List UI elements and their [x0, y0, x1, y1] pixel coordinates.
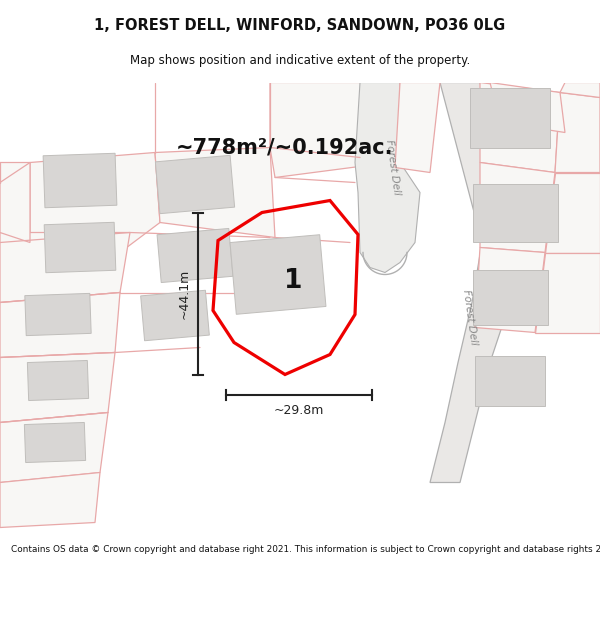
Polygon shape [25, 422, 86, 462]
Polygon shape [30, 152, 160, 252]
Polygon shape [0, 352, 115, 422]
Polygon shape [43, 153, 117, 208]
Polygon shape [230, 235, 326, 314]
Polygon shape [395, 82, 440, 172]
Polygon shape [28, 361, 89, 401]
Polygon shape [475, 356, 545, 406]
Polygon shape [0, 412, 108, 482]
Polygon shape [155, 148, 275, 238]
Polygon shape [0, 292, 120, 357]
Polygon shape [473, 270, 548, 325]
Polygon shape [355, 82, 420, 272]
Text: ~29.8m: ~29.8m [274, 404, 324, 417]
Polygon shape [480, 162, 555, 252]
Polygon shape [560, 82, 600, 98]
Polygon shape [480, 82, 560, 172]
Polygon shape [0, 162, 30, 242]
Polygon shape [555, 92, 600, 172]
Text: Forest Dell: Forest Dell [461, 289, 479, 346]
Text: Forest Dell: Forest Dell [384, 139, 402, 196]
Polygon shape [155, 156, 235, 214]
Polygon shape [25, 293, 91, 336]
Polygon shape [430, 82, 520, 482]
Text: 1, FOREST DELL, WINFORD, SANDOWN, PO36 0LG: 1, FOREST DELL, WINFORD, SANDOWN, PO36 0… [94, 18, 506, 33]
Polygon shape [270, 82, 390, 178]
Polygon shape [0, 232, 130, 302]
Polygon shape [157, 229, 233, 282]
Text: ~44.1m: ~44.1m [178, 268, 191, 319]
Text: Map shows position and indicative extent of the property.: Map shows position and indicative extent… [130, 54, 470, 67]
Polygon shape [545, 173, 600, 253]
Polygon shape [0, 472, 100, 528]
Polygon shape [44, 222, 116, 272]
Text: Contains OS data © Crown copyright and database right 2021. This information is : Contains OS data © Crown copyright and d… [11, 545, 600, 554]
Polygon shape [535, 253, 600, 332]
Text: ~778m²/~0.192ac.: ~778m²/~0.192ac. [176, 138, 394, 158]
Polygon shape [475, 248, 545, 332]
Polygon shape [140, 290, 209, 341]
Polygon shape [470, 88, 550, 148]
Text: 1: 1 [284, 268, 302, 294]
Polygon shape [490, 82, 565, 132]
Polygon shape [473, 184, 557, 241]
